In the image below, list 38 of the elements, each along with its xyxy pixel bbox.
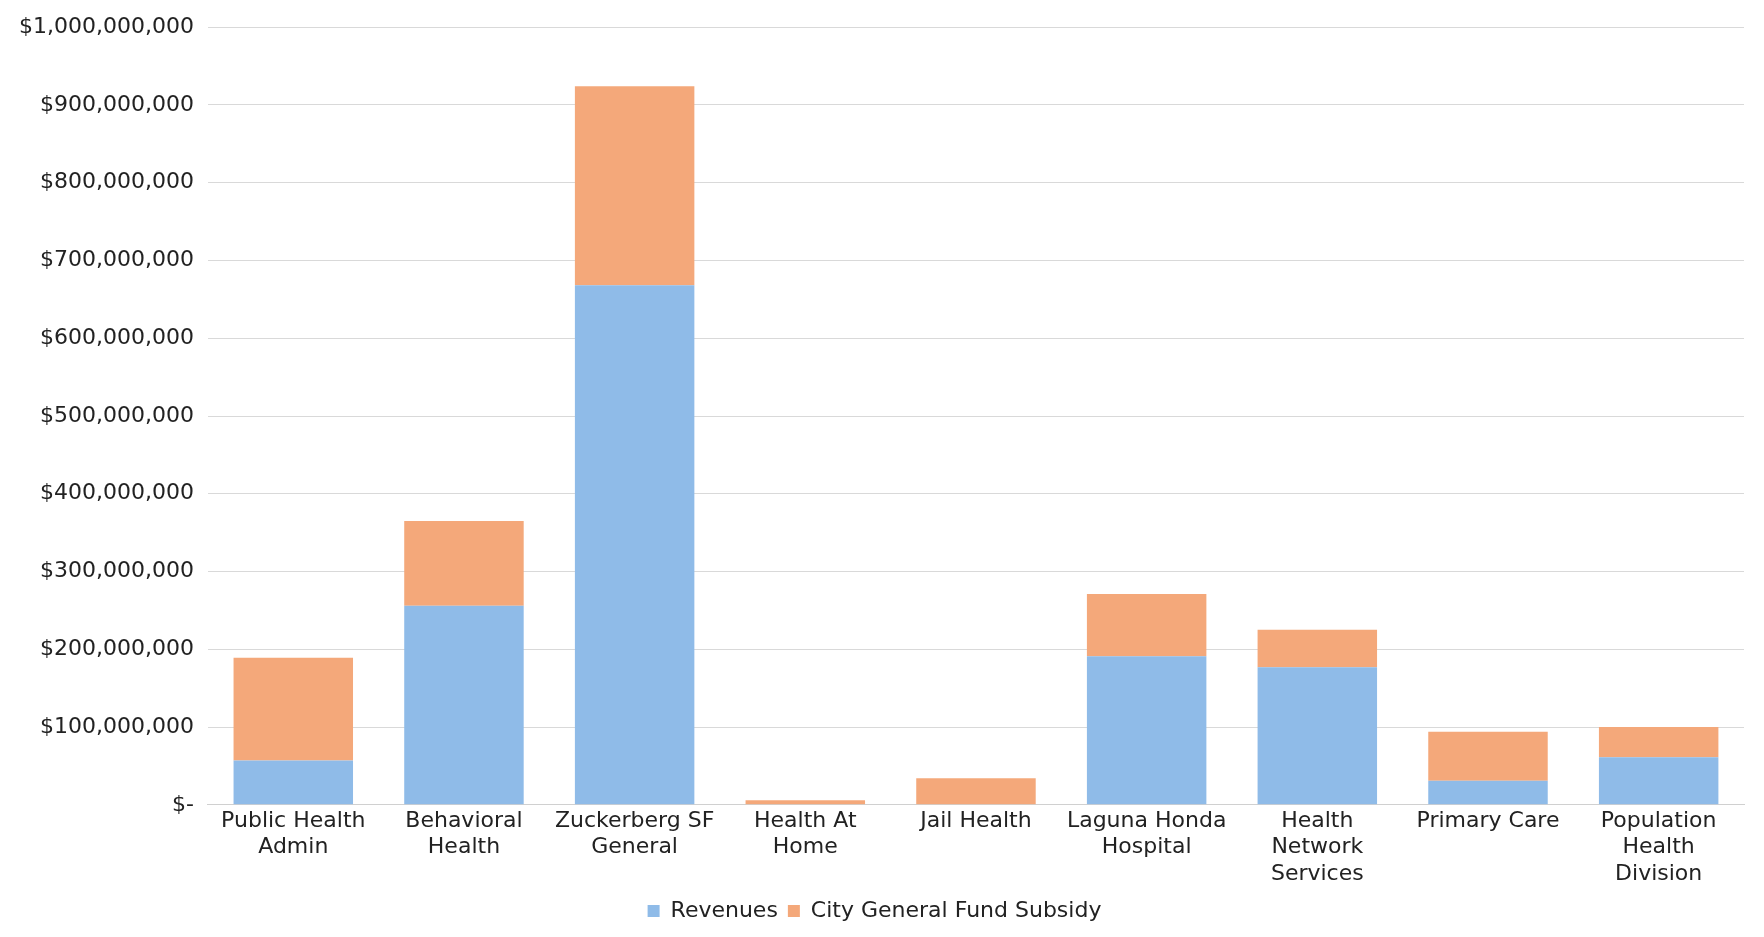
legend-label: City General Fund Subsidy — [810, 896, 1102, 922]
y-tick-label: $100,000,000 — [39, 712, 194, 738]
bar — [1428, 780, 1548, 805]
y-tick-label: $300,000,000 — [39, 557, 194, 583]
bar — [1086, 594, 1207, 657]
y-tick-label: $1,000,000,000 — [18, 12, 194, 38]
x-tick-label: Zuckerberg SF General — [554, 806, 715, 859]
x-tick-label: Jail Health — [918, 806, 1032, 832]
x-tick-label: Population Health Division — [1600, 806, 1717, 885]
x-tick-label: Health At Home — [754, 806, 857, 859]
y-tick-label: $800,000,000 — [39, 168, 194, 194]
bar — [574, 86, 695, 286]
y-tick-label: $200,000,000 — [39, 635, 194, 660]
x-tick-label: Primary Care — [1416, 806, 1560, 832]
y-tick-label: $700,000,000 — [39, 246, 194, 272]
x-tick-label: Health Network Services — [1270, 806, 1364, 885]
bar — [404, 520, 524, 606]
bar — [233, 760, 354, 805]
bar — [745, 800, 866, 805]
bar — [1598, 727, 1719, 758]
y-tick-label: $900,000,000 — [39, 90, 194, 116]
x-tick-label: Laguna Honda Hospital — [1066, 806, 1227, 859]
y-tick-label: $- — [172, 790, 194, 816]
bar — [1598, 757, 1719, 805]
bar — [574, 285, 695, 805]
y-tick-label: $400,000,000 — [39, 479, 194, 505]
y-tick-label: $500,000,000 — [39, 401, 194, 427]
bar — [1257, 667, 1378, 805]
bar — [1428, 731, 1548, 781]
bar — [916, 778, 1036, 805]
bar — [404, 605, 524, 805]
x-tick-label: Behavioral Health — [405, 806, 523, 859]
y-tick-label: $600,000,000 — [39, 323, 194, 349]
bar — [1257, 629, 1378, 668]
bar — [1086, 656, 1207, 805]
x-tick-label: Public Health Admin — [221, 806, 366, 859]
bar — [233, 657, 354, 761]
legend-label: Revenues — [670, 896, 778, 922]
